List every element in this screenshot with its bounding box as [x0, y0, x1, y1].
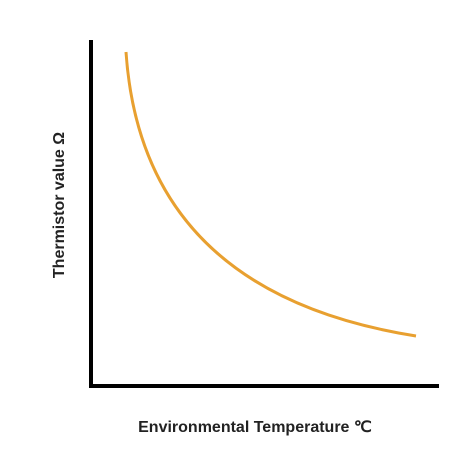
curve — [124, 51, 417, 338]
y-axis-label: Thermistor value Ω — [51, 132, 68, 278]
x-axis-label: Environmental Temperature ℃ — [138, 419, 372, 436]
